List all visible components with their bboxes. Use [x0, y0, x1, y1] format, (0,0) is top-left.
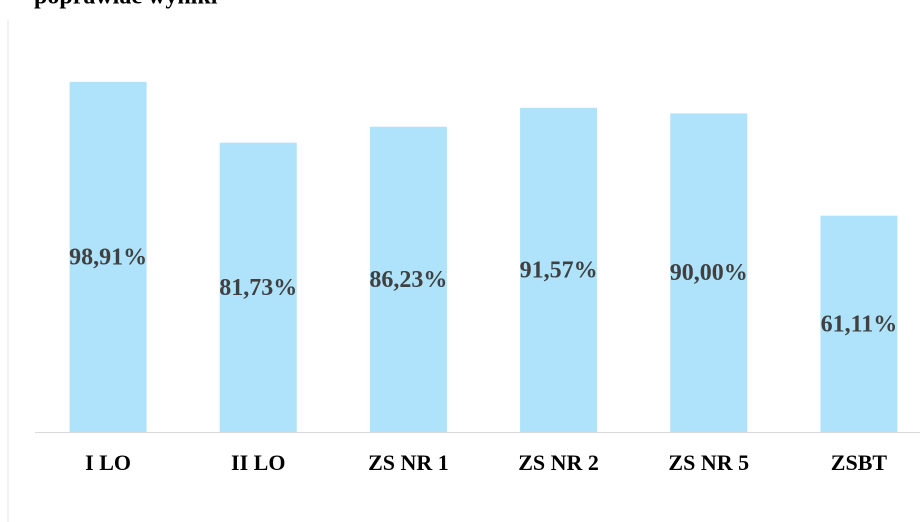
x-tick-label: I LO	[85, 450, 131, 475]
bar	[520, 107, 598, 433]
bar	[820, 215, 898, 432]
data-label: 90,00%	[670, 260, 748, 286]
data-label: 98,91%	[69, 244, 147, 270]
x-tick-label: ZS NR 5	[668, 450, 749, 475]
chart-title: poprawiać wyniki	[34, 0, 218, 10]
data-label: 61,11%	[821, 311, 898, 337]
x-tick-label: ZS NR 1	[368, 450, 449, 475]
x-tick-label: ZSBT	[831, 450, 888, 475]
bar	[69, 81, 147, 433]
bar	[369, 126, 447, 433]
data-label: 91,57%	[520, 257, 598, 283]
data-label: 86,23%	[369, 267, 447, 293]
bar	[670, 113, 748, 433]
x-tick-label: ZS NR 2	[518, 450, 599, 475]
data-label: 81,73%	[219, 275, 297, 301]
bar	[219, 142, 297, 433]
x-tick-label: II LO	[231, 450, 285, 475]
